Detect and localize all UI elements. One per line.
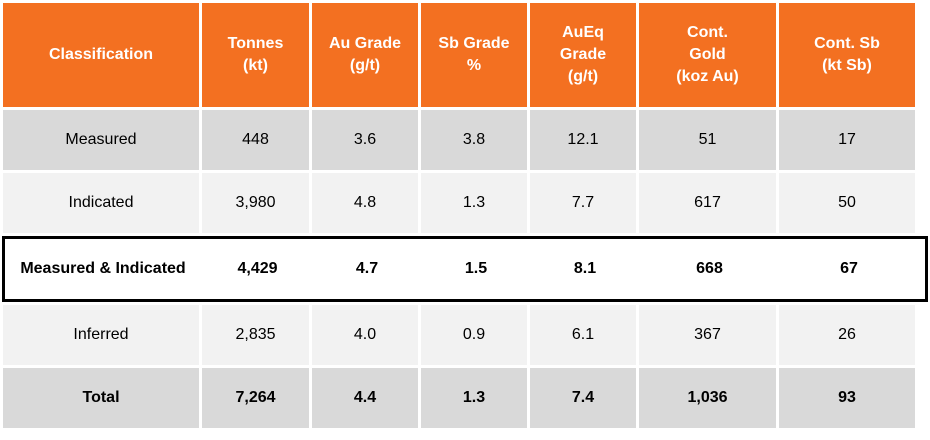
table-cell: Measured <box>3 110 199 170</box>
table-cell: 0.9 <box>421 305 527 365</box>
table-cell: 7.7 <box>530 173 636 233</box>
table-cell: Indicated <box>3 173 199 233</box>
header-classification: Classification <box>3 3 199 107</box>
table-row-measured-indicated: Measured & Indicated 4,429 4.7 1.5 8.1 6… <box>2 236 928 302</box>
header-au-grade: Au Grade (g/t) <box>312 3 418 107</box>
table-cell: 1,036 <box>639 368 776 428</box>
table-cell: 4,429 <box>204 239 311 299</box>
table-cell: 26 <box>779 305 915 365</box>
table-cell: 3.8 <box>421 110 527 170</box>
table-cell: 1.5 <box>423 239 529 299</box>
table-cell: Inferred <box>3 305 199 365</box>
header-contained-sb: Cont. Sb (kt Sb) <box>779 3 915 107</box>
table-cell: 50 <box>779 173 915 233</box>
table-cell: 1.3 <box>421 368 527 428</box>
table-cell: 4.8 <box>312 173 418 233</box>
table-cell: 367 <box>639 305 776 365</box>
table-cell: 2,835 <box>202 305 309 365</box>
table-cell: 93 <box>779 368 915 428</box>
table-header-row: Classification Tonnes (kt) Au Grade (g/t… <box>3 3 927 107</box>
table-cell: Total <box>3 368 199 428</box>
header-tonnes: Tonnes (kt) <box>202 3 309 107</box>
table-row-total: Total 7,264 4.4 1.3 7.4 1,036 93 <box>3 368 927 428</box>
table-cell: 1.3 <box>421 173 527 233</box>
header-sb-grade: Sb Grade % <box>421 3 527 107</box>
table-cell: 448 <box>202 110 309 170</box>
table-cell: 8.1 <box>532 239 638 299</box>
table-cell: 617 <box>639 173 776 233</box>
header-aueq-grade: AuEq Grade (g/t) <box>530 3 636 107</box>
table-cell: 12.1 <box>530 110 636 170</box>
table-cell: 7,264 <box>202 368 309 428</box>
table-cell: 51 <box>639 110 776 170</box>
resource-table: Classification Tonnes (kt) Au Grade (g/t… <box>2 3 928 428</box>
table-cell: 4.7 <box>314 239 420 299</box>
table-row-indicated: Indicated 3,980 4.8 1.3 7.7 617 50 <box>3 173 927 233</box>
table-row-inferred: Inferred 2,835 4.0 0.9 6.1 367 26 <box>3 305 927 365</box>
table-cell: 3,980 <box>202 173 309 233</box>
table-cell: 7.4 <box>530 368 636 428</box>
table-cell: 17 <box>779 110 915 170</box>
table-cell: 4.4 <box>312 368 418 428</box>
header-contained-gold: Cont. Gold (koz Au) <box>639 3 776 107</box>
table-cell: 4.0 <box>312 305 418 365</box>
table-cell: 668 <box>641 239 778 299</box>
table-cell: 67 <box>781 239 917 299</box>
table-cell: 6.1 <box>530 305 636 365</box>
table-cell: Measured & Indicated <box>5 239 201 299</box>
table-cell: 3.6 <box>312 110 418 170</box>
table-row-measured: Measured 448 3.6 3.8 12.1 51 17 <box>3 110 927 170</box>
